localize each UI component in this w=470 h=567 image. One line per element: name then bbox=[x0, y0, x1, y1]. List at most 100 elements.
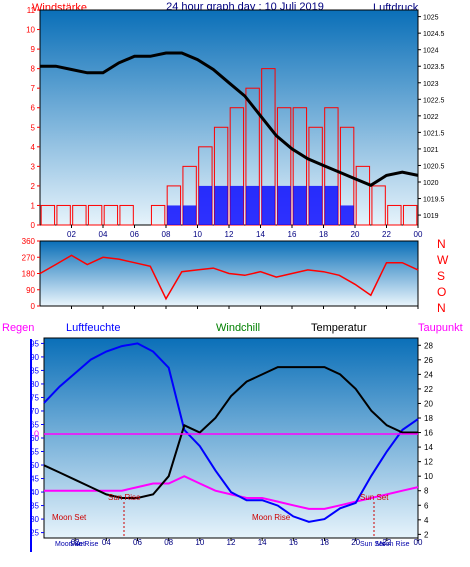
time-tick-label-p3-10: 22 bbox=[382, 538, 391, 547]
time-tick-label-p3-8: 18 bbox=[320, 538, 329, 547]
time-tick-label-p1-9: 20 bbox=[351, 230, 360, 239]
humidity-tick-label-10: 75 bbox=[30, 393, 39, 402]
wind-speed-bar-21 bbox=[371, 185, 386, 226]
wind-speed-bar-22 bbox=[387, 204, 402, 226]
wind-gust-bar-2 bbox=[198, 185, 213, 225]
wind-gust-bar-9 bbox=[308, 185, 323, 225]
humidity-series-line bbox=[43, 342, 419, 523]
sun-set-bottom-label: Sun Set bbox=[360, 541, 385, 548]
temperature-tick-label-4: 10 bbox=[424, 472, 433, 481]
rain-zero-label: 0 bbox=[34, 429, 39, 439]
wind-gust-bar-1 bbox=[182, 205, 197, 225]
temperature-tick-label-12: 26 bbox=[424, 356, 433, 365]
humidity-tick-label-11: 80 bbox=[30, 380, 39, 389]
humidity-tick-label-2: 35 bbox=[30, 502, 39, 511]
direction-tick-label-4: 360 bbox=[22, 237, 36, 246]
compass-label-o: O bbox=[437, 285, 446, 299]
compass-label-n-bottom: N bbox=[437, 301, 446, 315]
wind-speed-bar-1 bbox=[56, 204, 71, 226]
wind-direction-series-line bbox=[39, 254, 419, 301]
compass-labels: N W S O N bbox=[437, 237, 449, 315]
wind-speed-tick-label-10: 10 bbox=[26, 26, 35, 35]
direction-tick-label-3: 270 bbox=[22, 253, 36, 262]
humidity-tick-label-6: 55 bbox=[30, 448, 39, 457]
direction-tick-label-2: 180 bbox=[22, 270, 36, 279]
temperature-tick-label-6: 14 bbox=[424, 443, 433, 452]
pressure-tick-label-7: 1022.5 bbox=[423, 97, 445, 104]
pressure-tick-label-3: 1020.5 bbox=[423, 163, 445, 170]
pressure-tick-label-2: 1020 bbox=[423, 180, 439, 187]
sun-set-label: Sun Set bbox=[360, 493, 389, 502]
direction-tick-label-0: 0 bbox=[31, 302, 36, 311]
wind-speed-tick-label-5: 5 bbox=[31, 123, 36, 132]
wind-speed-bar-5 bbox=[119, 204, 134, 226]
wind-gust-bar-0 bbox=[167, 205, 181, 225]
time-tick-label-p3-5: 12 bbox=[227, 538, 236, 547]
time-tick-label-p3-3: 08 bbox=[164, 538, 173, 547]
pressure-tick-label-0: 1019 bbox=[423, 213, 439, 220]
wind-speed-bar-2 bbox=[72, 204, 87, 226]
temperature-tick-label-3: 8 bbox=[424, 487, 429, 496]
time-tick-label-p3-4: 10 bbox=[195, 538, 204, 547]
wind-speed-bar-20 bbox=[355, 165, 371, 226]
wind-speed-tick-label-4: 4 bbox=[31, 143, 36, 152]
time-tick-label-p1-6: 14 bbox=[256, 230, 265, 239]
time-tick-label-p3-1: 04 bbox=[102, 538, 111, 547]
windchill-label: Windchill bbox=[216, 322, 260, 334]
temperature-tick-label-8: 18 bbox=[424, 414, 433, 423]
wind-speed-tick-label-3: 3 bbox=[31, 162, 36, 171]
time-tick-label-p1-7: 16 bbox=[288, 230, 297, 239]
humidity-tick-label-3: 40 bbox=[30, 488, 39, 497]
time-tick-label-p1-0: 02 bbox=[67, 230, 76, 239]
time-tick-label-p1-11: 00 bbox=[414, 230, 423, 239]
temperature-tick-label-11: 24 bbox=[424, 370, 433, 379]
time-tick-label-p1-10: 22 bbox=[382, 230, 391, 239]
time-tick-label-p3-9: 20 bbox=[351, 538, 360, 547]
time-tick-label-p3-0: 02 bbox=[71, 538, 80, 547]
wind-speed-bar-3 bbox=[87, 204, 103, 226]
wind-speed-tick-label-7: 7 bbox=[31, 84, 36, 93]
panel-wind-pressure: 0123456789101110191019.510201020.5102110… bbox=[26, 6, 444, 239]
humidity-tick-label-13: 90 bbox=[30, 353, 39, 362]
pressure-tick-label-10: 1024 bbox=[423, 48, 439, 55]
wind-speed-tick-label-6: 6 bbox=[31, 104, 36, 113]
wind-gust-bar-4 bbox=[230, 185, 244, 225]
humidity-label: Luftfeuchte bbox=[66, 322, 120, 334]
moon-set-label: Moon Set bbox=[52, 513, 87, 522]
wind-speed-bar-23 bbox=[402, 204, 418, 226]
wind-gust-bar-10 bbox=[324, 185, 339, 225]
rain-label: Regen bbox=[2, 322, 34, 334]
time-tick-label-p1-3: 08 bbox=[162, 230, 171, 239]
moon-rise-bottom-label: Moon Rise bbox=[376, 541, 410, 548]
wind-gust-bar-11 bbox=[340, 205, 354, 225]
compass-label-w: W bbox=[437, 253, 449, 267]
panel-humidity-temperature: 2530354045505560657075808590952468101214… bbox=[30, 339, 433, 547]
temperature-tick-label-9: 20 bbox=[424, 399, 433, 408]
wind-speed-tick-label-8: 8 bbox=[31, 65, 36, 74]
temperature-tick-label-2: 6 bbox=[424, 501, 429, 510]
humidity-tick-label-1: 30 bbox=[30, 515, 39, 524]
humidity-tick-label-4: 45 bbox=[30, 475, 39, 484]
humidity-tick-label-8: 65 bbox=[30, 420, 39, 429]
pressure-tick-label-5: 1021.5 bbox=[423, 130, 445, 137]
time-tick-label-p1-2: 06 bbox=[130, 230, 139, 239]
wind-speed-tick-label-2: 2 bbox=[31, 182, 36, 191]
pressure-tick-label-6: 1022 bbox=[423, 114, 439, 121]
panel-humidity-temperature-frame bbox=[43, 337, 419, 539]
moon-rise-label: Moon Rise bbox=[252, 513, 291, 522]
wind-gust-bar-7 bbox=[277, 185, 291, 225]
time-tick-label-p3-6: 14 bbox=[258, 538, 267, 547]
humidity-tick-label-12: 85 bbox=[30, 366, 39, 375]
humidity-tick-label-5: 50 bbox=[30, 461, 39, 470]
pressure-series-line bbox=[40, 51, 419, 187]
panel-wind-pressure-frame bbox=[39, 9, 419, 226]
wind-gust-bar-6 bbox=[261, 185, 276, 225]
temperature-tick-label-7: 16 bbox=[424, 429, 433, 438]
time-tick-label-p1-8: 18 bbox=[319, 230, 328, 239]
pressure-tick-label-8: 1023 bbox=[423, 81, 439, 88]
humidity-tick-label-7: 60 bbox=[30, 434, 39, 443]
time-tick-label-p3-11: 00 bbox=[414, 538, 423, 547]
compass-label-n-top: N bbox=[437, 237, 446, 251]
wind-speed-tick-label-1: 1 bbox=[31, 201, 36, 210]
